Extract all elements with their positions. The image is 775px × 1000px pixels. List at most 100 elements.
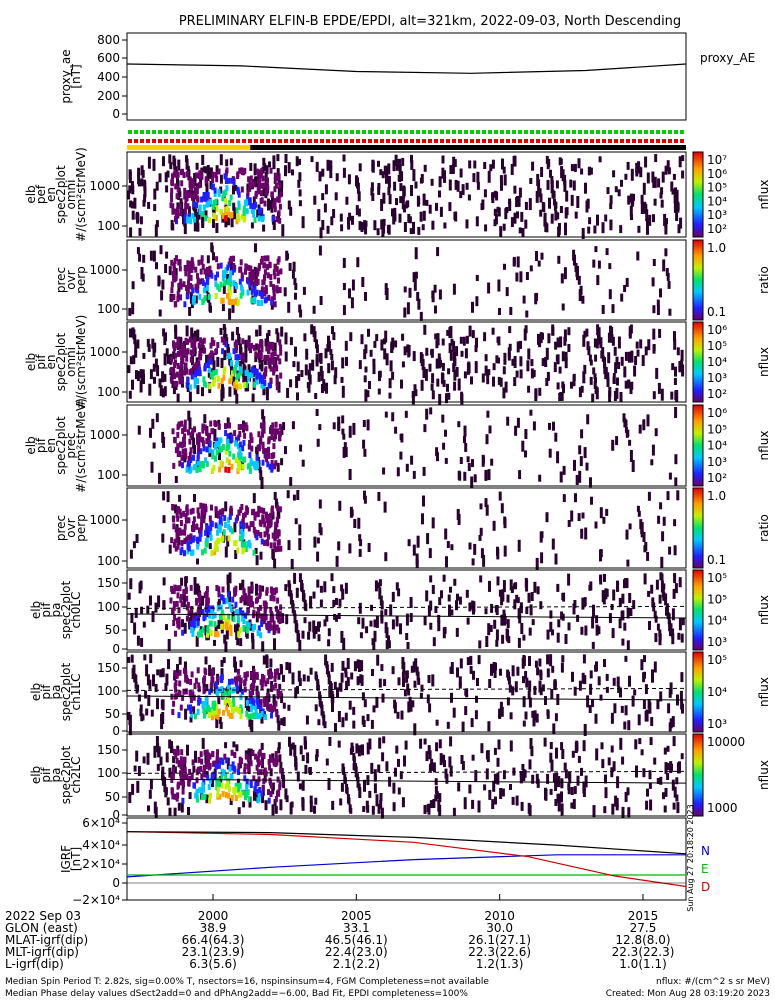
spectrogram-cell (274, 700, 278, 707)
spectrogram-cell (628, 331, 632, 339)
y-tick-label: 100 (97, 219, 120, 233)
spectrogram-cell (200, 339, 204, 345)
spectrogram-cell (186, 541, 190, 548)
spectrogram-cell (408, 287, 412, 298)
spectrogram-cell (340, 630, 344, 643)
y-axis-label: ch2LC (69, 757, 83, 794)
spectrogram-cell (352, 756, 356, 769)
spectrogram-cell (274, 682, 278, 689)
spectrogram-cell (181, 378, 184, 385)
spectrogram-cell (192, 706, 196, 715)
spectrogram-cell (557, 776, 561, 788)
spectrogram-cell (349, 506, 353, 518)
spectrogram-cell (280, 425, 284, 435)
spectrogram-cell (201, 440, 205, 447)
y-tick-label: 150 (97, 661, 120, 675)
spectrogram-cell (224, 773, 228, 780)
spectrogram-cell (266, 272, 270, 279)
xaxis-row-value: 27.5 (630, 921, 657, 935)
spectrogram-cell (231, 303, 235, 313)
spectrogram-cell (174, 274, 178, 281)
spectrogram-cell (475, 695, 478, 703)
spectrogram-cell (245, 522, 249, 529)
xaxis-row-value: 2000 (198, 909, 229, 923)
spectrogram-cell (209, 683, 213, 693)
spectrogram-cell (348, 543, 352, 554)
spectrogram-cell (203, 675, 207, 682)
spectrogram-cell (674, 477, 678, 487)
spectrogram-cell (651, 674, 654, 683)
spectrogram-cell (615, 387, 619, 399)
spectrogram-cell (441, 338, 445, 346)
spectrogram-cell (494, 796, 497, 805)
spectrogram-cell (627, 195, 631, 205)
spectrogram-cell (636, 505, 640, 512)
series-label: proxy_AE (700, 51, 755, 65)
spectrogram-cell (501, 788, 505, 797)
spectrogram-cell (187, 272, 191, 279)
spectrogram-cell (549, 169, 552, 178)
spectrogram-cell (193, 584, 197, 595)
spectrogram-cell (237, 424, 241, 431)
spectrogram-cell (505, 287, 509, 297)
spectrogram-cell (308, 374, 312, 385)
spectrogram-cell (256, 270, 260, 277)
spectrogram-cell (223, 753, 227, 760)
spectrogram-cell (406, 683, 410, 691)
spectrogram-cell (562, 494, 566, 503)
spectrogram-cell (649, 799, 653, 811)
spectrogram-cell (487, 721, 491, 732)
spectrogram-cell (493, 667, 497, 678)
spectrogram-cell (201, 427, 205, 434)
spectrogram-cell (274, 669, 277, 675)
spectrogram-cell (210, 682, 213, 689)
spectrogram-cell (228, 257, 232, 264)
spectrogram-cell (275, 216, 279, 223)
spectrogram-cell (478, 534, 482, 541)
spectrogram-cell (235, 383, 239, 390)
spectrogram-cell (654, 154, 658, 163)
spectrogram-cell (263, 452, 267, 459)
spectrogram-cell (277, 174, 281, 181)
spectrogram-cell (194, 463, 197, 470)
spectrogram-cell (230, 749, 234, 756)
spectrogram-cell (252, 775, 256, 782)
spectrogram-cell (215, 716, 219, 729)
spectrogram-cell (516, 341, 520, 353)
spectrogram-cell (431, 585, 435, 594)
spectrogram-cell (637, 714, 641, 726)
spectrogram-cell (492, 376, 495, 387)
spectrogram-cell (233, 430, 237, 437)
spectrogram-cell (423, 616, 427, 626)
spectrogram-cell (302, 674, 306, 682)
spectrogram-cell (222, 339, 226, 345)
spectrogram-cell (562, 384, 565, 394)
spectrogram-cell (260, 507, 264, 514)
flag-green (224, 130, 228, 134)
spectrogram-cell (651, 444, 655, 456)
spectrogram-cell (464, 442, 468, 452)
spectrogram-cell (623, 622, 627, 631)
spectrogram-cell (178, 378, 182, 385)
spectrogram-cell (197, 756, 201, 763)
spectrogram-cell (227, 347, 230, 358)
spectrogram-cell (274, 757, 278, 764)
spectrogram-cell (679, 690, 683, 700)
spectrogram-cell (509, 784, 512, 790)
spectrogram-cell (246, 183, 250, 194)
spectrogram-cell (257, 204, 261, 212)
spectrogram-cell (494, 213, 498, 225)
spectrogram-cell (198, 370, 202, 377)
spectrogram-cell (575, 267, 579, 277)
y-axis-label: pif (39, 767, 53, 783)
spectrogram-cell (181, 168, 185, 175)
spectrogram-cell (438, 176, 442, 188)
spectrogram-cell (650, 717, 654, 726)
spectrogram-cell (438, 793, 442, 803)
spectrogram-cell (203, 295, 207, 302)
spectrogram-cell (517, 539, 521, 552)
spectrogram-cell (412, 470, 416, 479)
spectrogram-cell (604, 787, 608, 799)
spectrogram-cell (131, 281, 135, 290)
